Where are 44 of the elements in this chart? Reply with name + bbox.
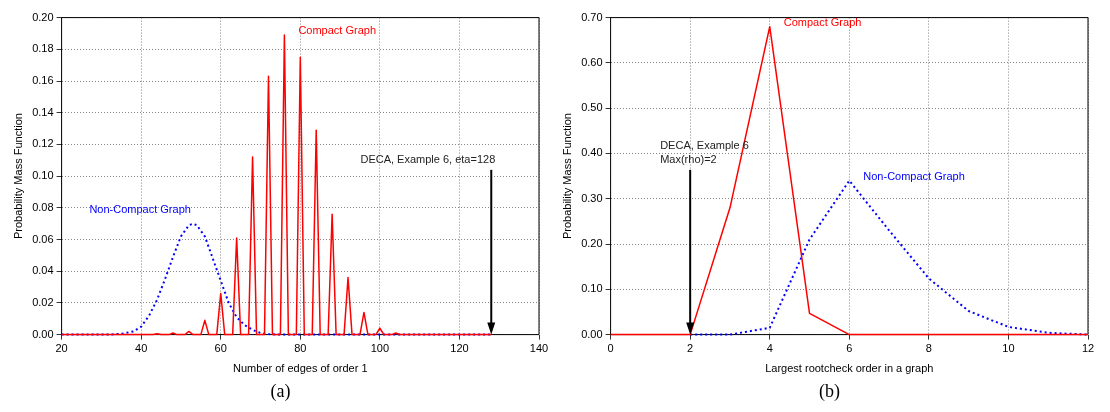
x-tick-label: 40 (135, 342, 148, 355)
y-axis-title: Probability Mass Function (11, 113, 24, 240)
x-tick-label: 20 (55, 342, 68, 355)
x-tick-label: 120 (450, 342, 469, 355)
x-tick-label: 4 (766, 342, 773, 355)
x-tick-label: 80 (294, 342, 307, 355)
x-tick-label: 140 (529, 342, 549, 355)
series-label: Non-Compact Graph (863, 169, 965, 182)
y-tick-label: 0.20 (581, 237, 603, 250)
x-axis-title: Number of edges of order 1 (233, 362, 368, 375)
y-tick-label: 0.16 (32, 74, 54, 87)
y-tick-label: 0.00 (32, 327, 54, 340)
x-tick-label: 2 (687, 342, 694, 355)
y-axis-title: Probability Mass Function (560, 113, 573, 240)
x-tick-label: 10 (1002, 342, 1015, 355)
y-tick-label: 0.60 (581, 55, 603, 68)
y-tick-label: 0.18 (32, 42, 54, 55)
text: (a) (270, 380, 291, 402)
y-tick-label: 0.10 (32, 169, 54, 182)
series-label: Compact Graph (783, 15, 862, 28)
x-tick-label: 6 (846, 342, 853, 355)
y-tick-label: 0.14 (32, 105, 54, 118)
x-tick-label: 100 (370, 342, 390, 355)
x-tick-label: 60 (214, 342, 227, 355)
y-tick-label: 0.10 (581, 282, 603, 295)
x-tick-label: 8 (925, 342, 932, 355)
x-tick-label: 12 (1081, 342, 1095, 355)
y-tick-label: 0.08 (32, 200, 54, 213)
y-tick-label: 0.40 (581, 146, 603, 159)
y-tick-label: 0.00 (581, 327, 603, 340)
y-tick-label: 0.04 (32, 264, 54, 277)
y-tick-label: 0.02 (32, 295, 54, 308)
y-tick-label: 0.30 (581, 191, 603, 204)
y-tick-label: 0.50 (581, 101, 603, 114)
series-label: Non-Compact Graph (89, 203, 191, 216)
y-tick-label: 0.12 (32, 137, 54, 150)
annotation: DECA, Example 6, eta=128 (360, 153, 496, 166)
x-tick-label: 0 (607, 342, 614, 355)
series-label: Compact Graph (298, 24, 377, 37)
y-tick-label: 0.20 (32, 10, 54, 23)
text: (b) (819, 380, 840, 402)
x-axis-title: Largest rootcheck order in a graph (765, 362, 934, 375)
y-tick-label: 0.70 (581, 10, 603, 23)
y-tick-label: 0.06 (32, 232, 54, 245)
